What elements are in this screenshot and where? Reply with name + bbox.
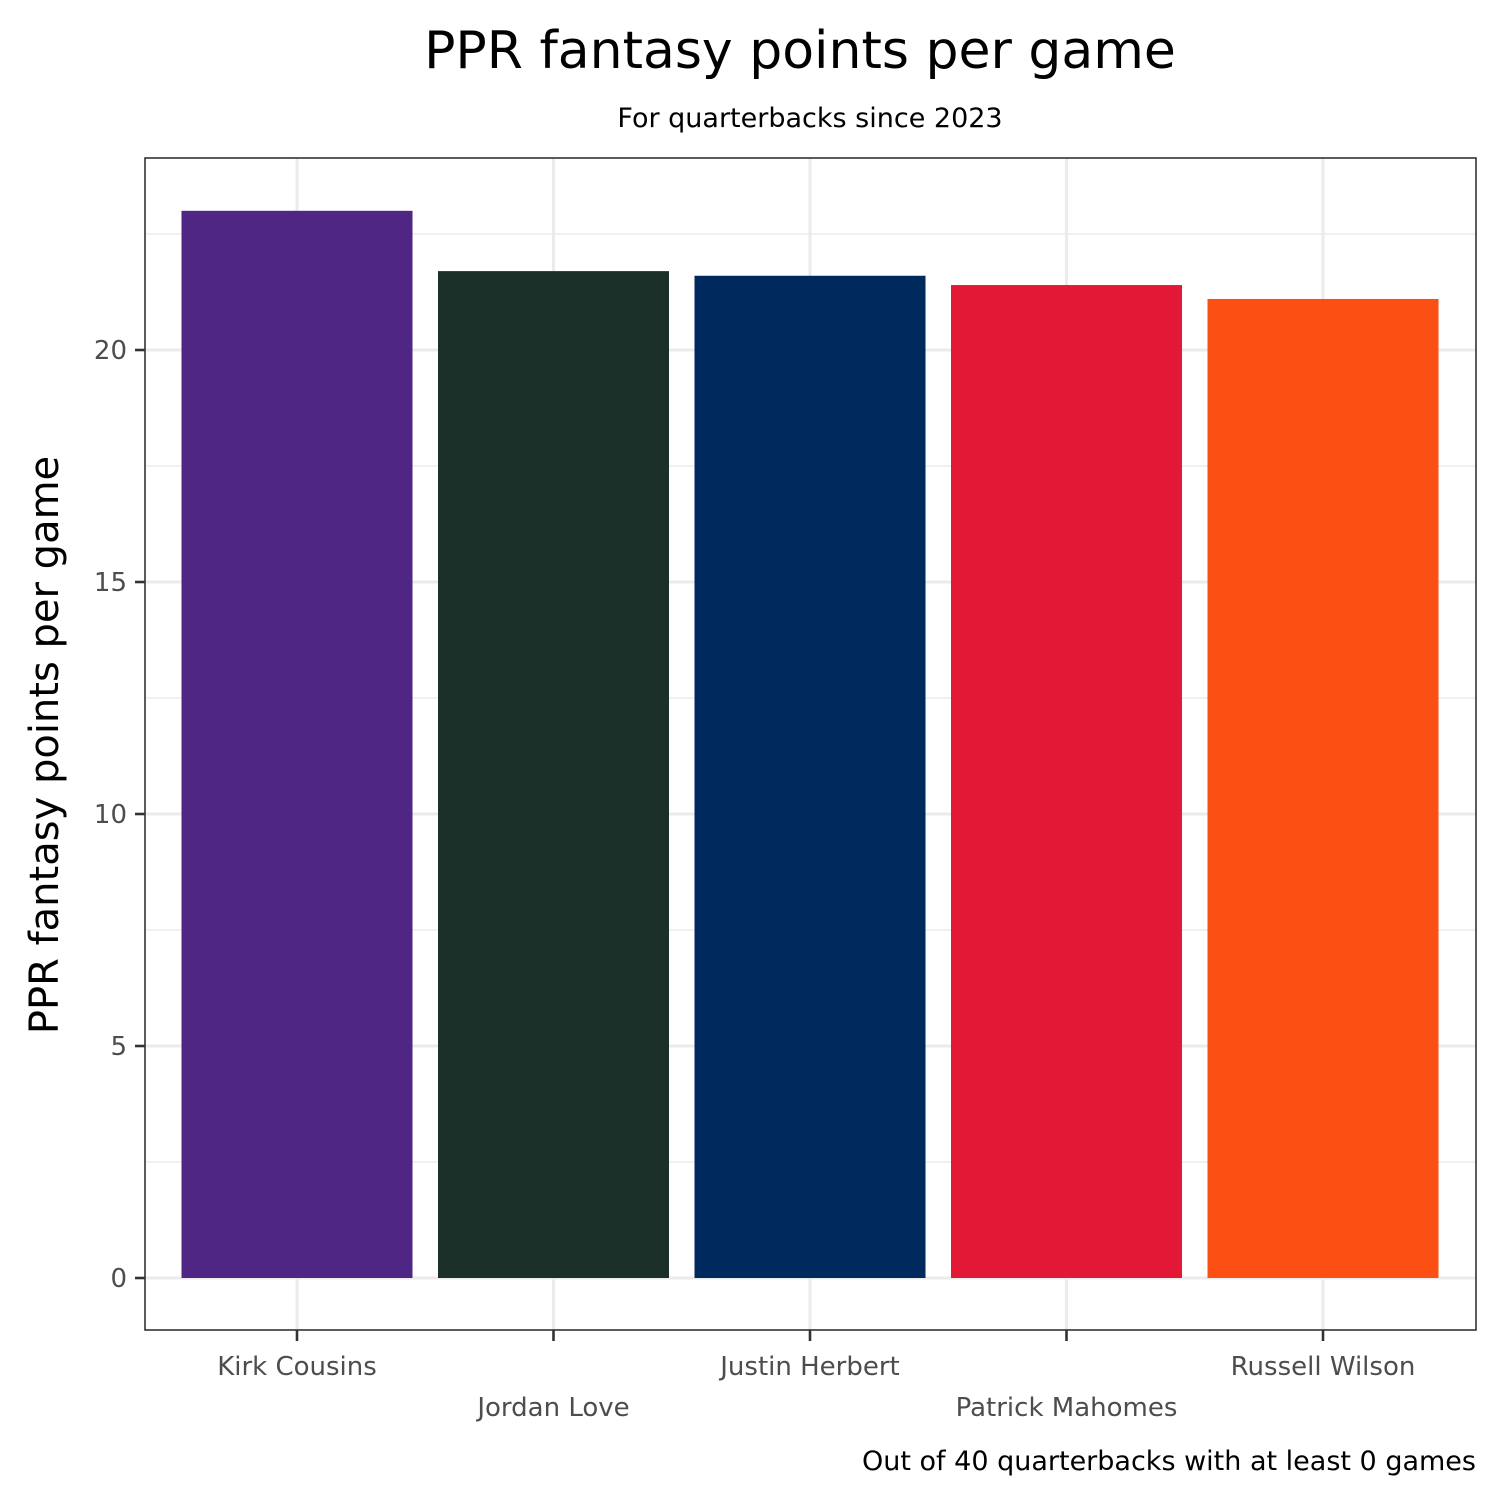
chart-subtitle: For quarterbacks since 2023 <box>617 103 1002 134</box>
axes: 0 5 10 15 20 Kirk Cousins Jordan Love Justin He… <box>94 157 1477 1423</box>
y-tick-label: 0 <box>110 1264 127 1294</box>
bar <box>951 285 1182 1278</box>
y-axis-label: PPR fantasy points per game <box>22 456 68 1034</box>
x-tick-label: Jordan Love <box>475 1393 629 1423</box>
y-tick-label: 10 <box>94 800 127 830</box>
x-tick-label: Kirk Cousins <box>217 1352 377 1382</box>
bar <box>1207 298 1439 1279</box>
y-tick-label: 20 <box>94 336 127 366</box>
x-tick-label: Patrick Mahomes <box>956 1393 1178 1423</box>
bar <box>694 275 926 1278</box>
bar <box>181 210 413 1278</box>
x-tick-label: Justin Herbert <box>718 1352 899 1382</box>
bars <box>181 210 1439 1279</box>
chart-title: PPR fantasy points per game <box>424 21 1176 81</box>
y-tick-label: 15 <box>94 568 127 598</box>
chart-caption: Out of 40 quarterbacks with at least 0 g… <box>862 1446 1476 1477</box>
y-tick-label: 5 <box>110 1032 127 1062</box>
x-tick-label: Russell Wilson <box>1231 1352 1416 1382</box>
bar <box>438 271 669 1278</box>
